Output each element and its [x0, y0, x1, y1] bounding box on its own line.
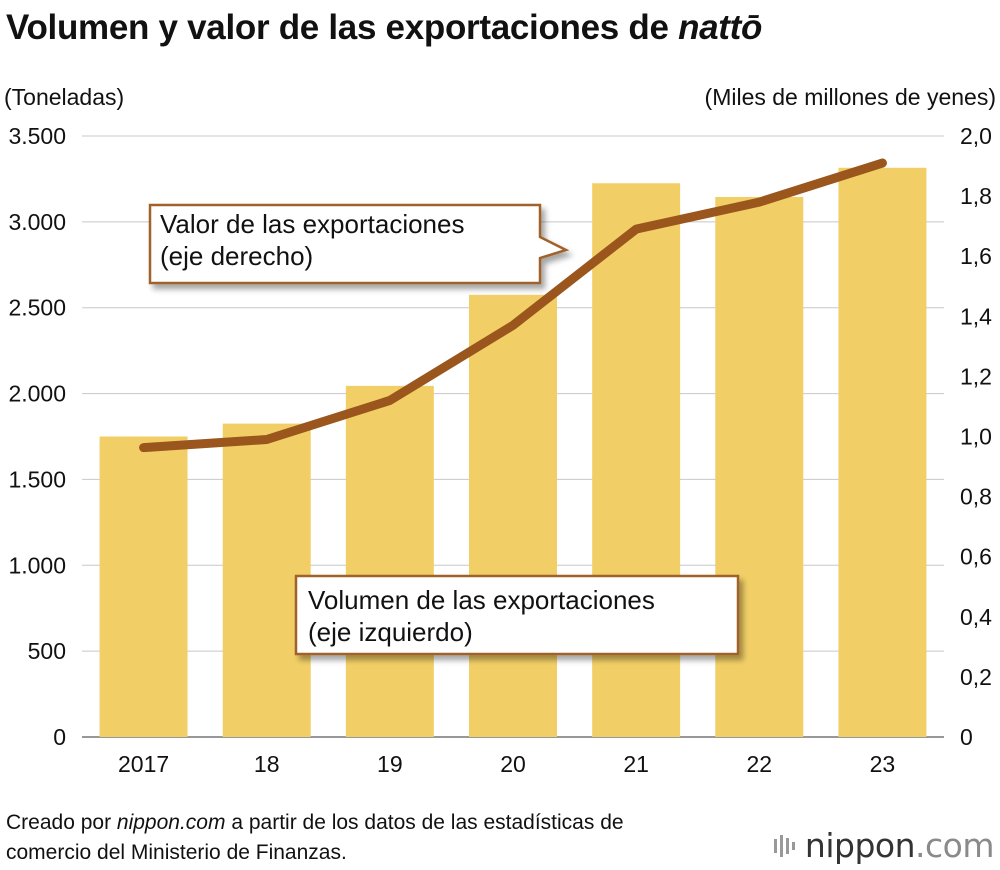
x-tick-label: 21: [623, 751, 649, 777]
x-tick-label: 2017: [118, 751, 169, 777]
left-tick-label: 1.500: [8, 466, 66, 492]
left-tick-label: 2.000: [8, 381, 66, 407]
value-callout-box: [148, 203, 570, 285]
x-tick-label: 23: [870, 751, 896, 777]
left-tick-label: 3.000: [8, 209, 66, 235]
right-tick-label: 1,2: [960, 363, 992, 389]
value-callout-text: (eje derecho): [160, 241, 313, 271]
volume-bar: [715, 196, 804, 738]
left-tick-label: 1.000: [8, 552, 66, 578]
right-tick-label: 0,2: [960, 664, 992, 690]
volume-bar: [838, 167, 927, 737]
right-tick-label: 0,6: [960, 544, 992, 570]
chart-title: Volumen y valor de las exportaciones de …: [6, 8, 763, 47]
volume-bar: [99, 436, 188, 737]
left-tick-label: 2.500: [8, 295, 66, 321]
volume-callout: Volumen de las exportaciones(eje izquier…: [294, 574, 740, 656]
x-tick-label: 20: [500, 751, 526, 777]
logo-mark-icon: [773, 834, 795, 857]
right-tick-label: 0: [960, 724, 973, 750]
x-tick-label: 22: [746, 751, 772, 777]
left-tick-label: 0: [53, 724, 66, 750]
volume-callout-box: [294, 574, 740, 656]
left-tick-label: 500: [28, 638, 66, 664]
right-tick-label: 1,6: [960, 243, 992, 269]
right-tick-label: 0,8: [960, 484, 992, 510]
right-tick-label: 0,4: [960, 604, 992, 630]
right-tick-label: 1,4: [960, 303, 992, 329]
value-callout: Valor de las exportaciones(eje derecho): [148, 203, 570, 285]
right-tick-label: 1,8: [960, 183, 992, 209]
right-tick-label: 2,0: [960, 123, 992, 149]
nippon-logo: nippon .com: [773, 826, 994, 865]
x-tick-label: 18: [254, 751, 280, 777]
x-tick-label: 19: [377, 751, 403, 777]
right-tick-label: 1,0: [960, 424, 992, 450]
volume-bar: [469, 294, 557, 737]
value-callout-text: Valor de las exportaciones: [160, 209, 464, 239]
right-axis-unit: (Miles de millones de yenes): [704, 84, 996, 110]
volume-callout-text: Volumen de las exportaciones: [308, 585, 655, 615]
left-axis-unit: (Toneladas): [4, 84, 125, 110]
volume-bar: [345, 385, 434, 737]
source-note: Creado por nippon.com a partir de los da…: [6, 811, 624, 864]
left-tick-label: 3.500: [8, 123, 66, 149]
volume-callout-text: (eje izquierdo): [308, 617, 473, 647]
